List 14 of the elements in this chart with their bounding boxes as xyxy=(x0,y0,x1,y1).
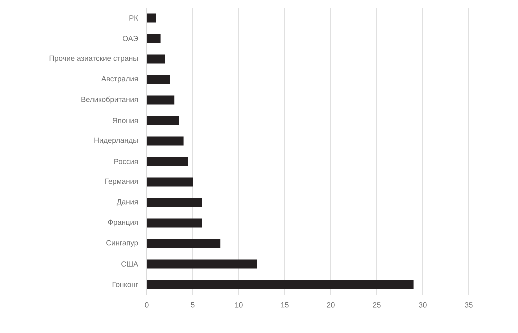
bar xyxy=(147,260,258,269)
bar xyxy=(147,280,414,290)
bar xyxy=(147,14,156,23)
bar xyxy=(147,136,184,146)
bar xyxy=(147,239,221,248)
bar xyxy=(147,198,202,208)
bar xyxy=(147,34,161,44)
bar xyxy=(147,157,188,166)
bar xyxy=(147,75,170,84)
bar xyxy=(147,218,202,228)
bar xyxy=(147,54,166,64)
bar xyxy=(147,116,180,126)
bar xyxy=(147,96,175,105)
bar xyxy=(147,178,193,187)
